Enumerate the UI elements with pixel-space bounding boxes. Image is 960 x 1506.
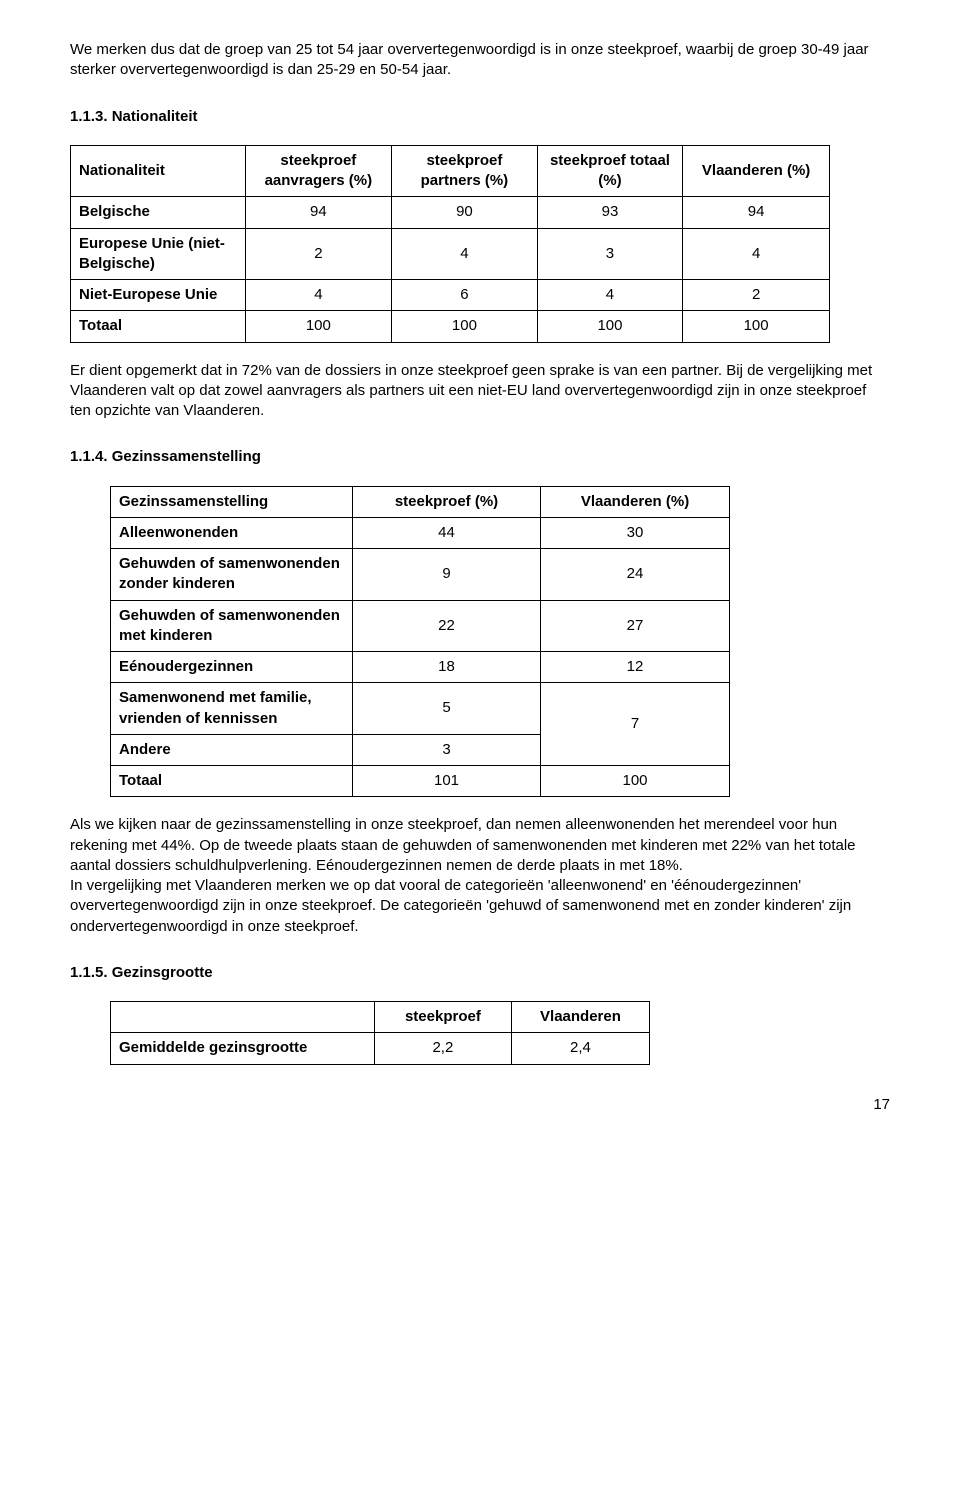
table-row: Gehuwden of samenwonenden zonder kindere… bbox=[111, 549, 730, 601]
page: We merken dus dat de groep van 25 tot 54… bbox=[0, 0, 960, 1155]
cell: 2 bbox=[683, 280, 830, 311]
table-row: Totaal 101 100 bbox=[111, 766, 730, 797]
cell: 6 bbox=[392, 280, 538, 311]
cell: 94 bbox=[245, 197, 392, 228]
col-header bbox=[111, 1002, 375, 1033]
heading-114: 1.1.4. Gezinssamenstelling bbox=[70, 447, 890, 467]
gezinssamenstelling-table: Gezinssamenstelling steekproef (%) Vlaan… bbox=[110, 486, 730, 798]
cell: 24 bbox=[541, 549, 730, 601]
row-label: Alleenwonenden bbox=[119, 524, 238, 541]
cell: 90 bbox=[392, 197, 538, 228]
table-header-row: steekproef Vlaanderen bbox=[111, 1002, 650, 1033]
row-label: Europese Unie (niet-Belgische) bbox=[79, 235, 225, 272]
heading-113: 1.1.3. Nationaliteit bbox=[70, 107, 890, 127]
row-label: Totaal bbox=[119, 772, 162, 789]
cell: 22 bbox=[352, 600, 540, 652]
cell: 2,2 bbox=[374, 1033, 511, 1064]
cell: 4 bbox=[245, 280, 392, 311]
col-header: steekproef bbox=[374, 1002, 511, 1033]
table-row: Gehuwden of samenwonenden met kinderen 2… bbox=[111, 600, 730, 652]
cell: 100 bbox=[245, 311, 392, 342]
row-label: Belgische bbox=[79, 203, 150, 220]
table-header-row: Nationaliteit steekproef aanvragers (%) … bbox=[71, 145, 830, 197]
heading-115: 1.1.5. Gezinsgrootte bbox=[70, 963, 890, 983]
cell: 4 bbox=[537, 280, 683, 311]
cell: 9 bbox=[352, 549, 540, 601]
cell: 93 bbox=[537, 197, 683, 228]
table-row: Gemiddelde gezinsgrootte 2,2 2,4 bbox=[111, 1033, 650, 1064]
table-row: Belgische 94 90 93 94 bbox=[71, 197, 830, 228]
row-label: Samenwonend met familie, vrienden of ken… bbox=[119, 689, 312, 726]
gezinsgrootte-table: steekproef Vlaanderen Gemiddelde gezinsg… bbox=[110, 1001, 650, 1065]
s113-paragraph: Er dient opgemerkt dat in 72% van de dos… bbox=[70, 361, 890, 422]
cell: 4 bbox=[392, 228, 538, 280]
col-header: Vlaanderen bbox=[511, 1002, 649, 1033]
col-header: Vlaanderen (%) bbox=[683, 145, 830, 197]
table-header-row: Gezinssamenstelling steekproef (%) Vlaan… bbox=[111, 486, 730, 517]
cell: 100 bbox=[537, 311, 683, 342]
cell: 3 bbox=[352, 734, 540, 765]
col-header: Vlaanderen (%) bbox=[541, 486, 730, 517]
nationaliteit-table: Nationaliteit steekproef aanvragers (%) … bbox=[70, 145, 830, 343]
table-row: Alleenwonenden 44 30 bbox=[111, 517, 730, 548]
table-row: Samenwonend met familie, vrienden of ken… bbox=[111, 683, 730, 735]
cell: 30 bbox=[541, 517, 730, 548]
page-number: 17 bbox=[70, 1095, 890, 1115]
row-label: Andere bbox=[119, 741, 171, 758]
cell: 44 bbox=[352, 517, 540, 548]
cell: 3 bbox=[537, 228, 683, 280]
row-label: Niet-Europese Unie bbox=[79, 286, 217, 303]
table-row: Niet-Europese Unie 4 6 4 2 bbox=[71, 280, 830, 311]
cell: 27 bbox=[541, 600, 730, 652]
cell: 18 bbox=[352, 652, 540, 683]
col-header: Gezinssamenstelling bbox=[111, 486, 353, 517]
row-label: Totaal bbox=[79, 317, 122, 334]
cell: 94 bbox=[683, 197, 830, 228]
col-header: steekproef aanvragers (%) bbox=[245, 145, 392, 197]
cell: 2 bbox=[245, 228, 392, 280]
cell: 100 bbox=[683, 311, 830, 342]
table-row: Eénoudergezinnen 18 12 bbox=[111, 652, 730, 683]
cell: 101 bbox=[352, 766, 540, 797]
col-header: steekproef partners (%) bbox=[392, 145, 538, 197]
col-header: steekproef (%) bbox=[352, 486, 540, 517]
table-row: Totaal 100 100 100 100 bbox=[71, 311, 830, 342]
col-header: steekproef totaal (%) bbox=[537, 145, 683, 197]
cell: 2,4 bbox=[511, 1033, 649, 1064]
cell: 12 bbox=[541, 652, 730, 683]
row-label: Gehuwden of samenwonenden zonder kindere… bbox=[119, 555, 340, 592]
table-row: Europese Unie (niet-Belgische) 2 4 3 4 bbox=[71, 228, 830, 280]
row-label: Eénoudergezinnen bbox=[119, 658, 253, 675]
col-header: Nationaliteit bbox=[71, 145, 246, 197]
intro-paragraph: We merken dus dat de groep van 25 tot 54… bbox=[70, 40, 890, 81]
row-label: Gemiddelde gezinsgrootte bbox=[119, 1039, 307, 1056]
s114-paragraph-2: In vergelijking met Vlaanderen merken we… bbox=[70, 876, 890, 937]
cell: 7 bbox=[541, 683, 730, 766]
cell: 100 bbox=[392, 311, 538, 342]
cell: 5 bbox=[352, 683, 540, 735]
cell: 100 bbox=[541, 766, 730, 797]
s114-paragraph-1: Als we kijken naar de gezinssamenstellin… bbox=[70, 815, 890, 876]
cell: 4 bbox=[683, 228, 830, 280]
row-label: Gehuwden of samenwonenden met kinderen bbox=[119, 607, 340, 644]
